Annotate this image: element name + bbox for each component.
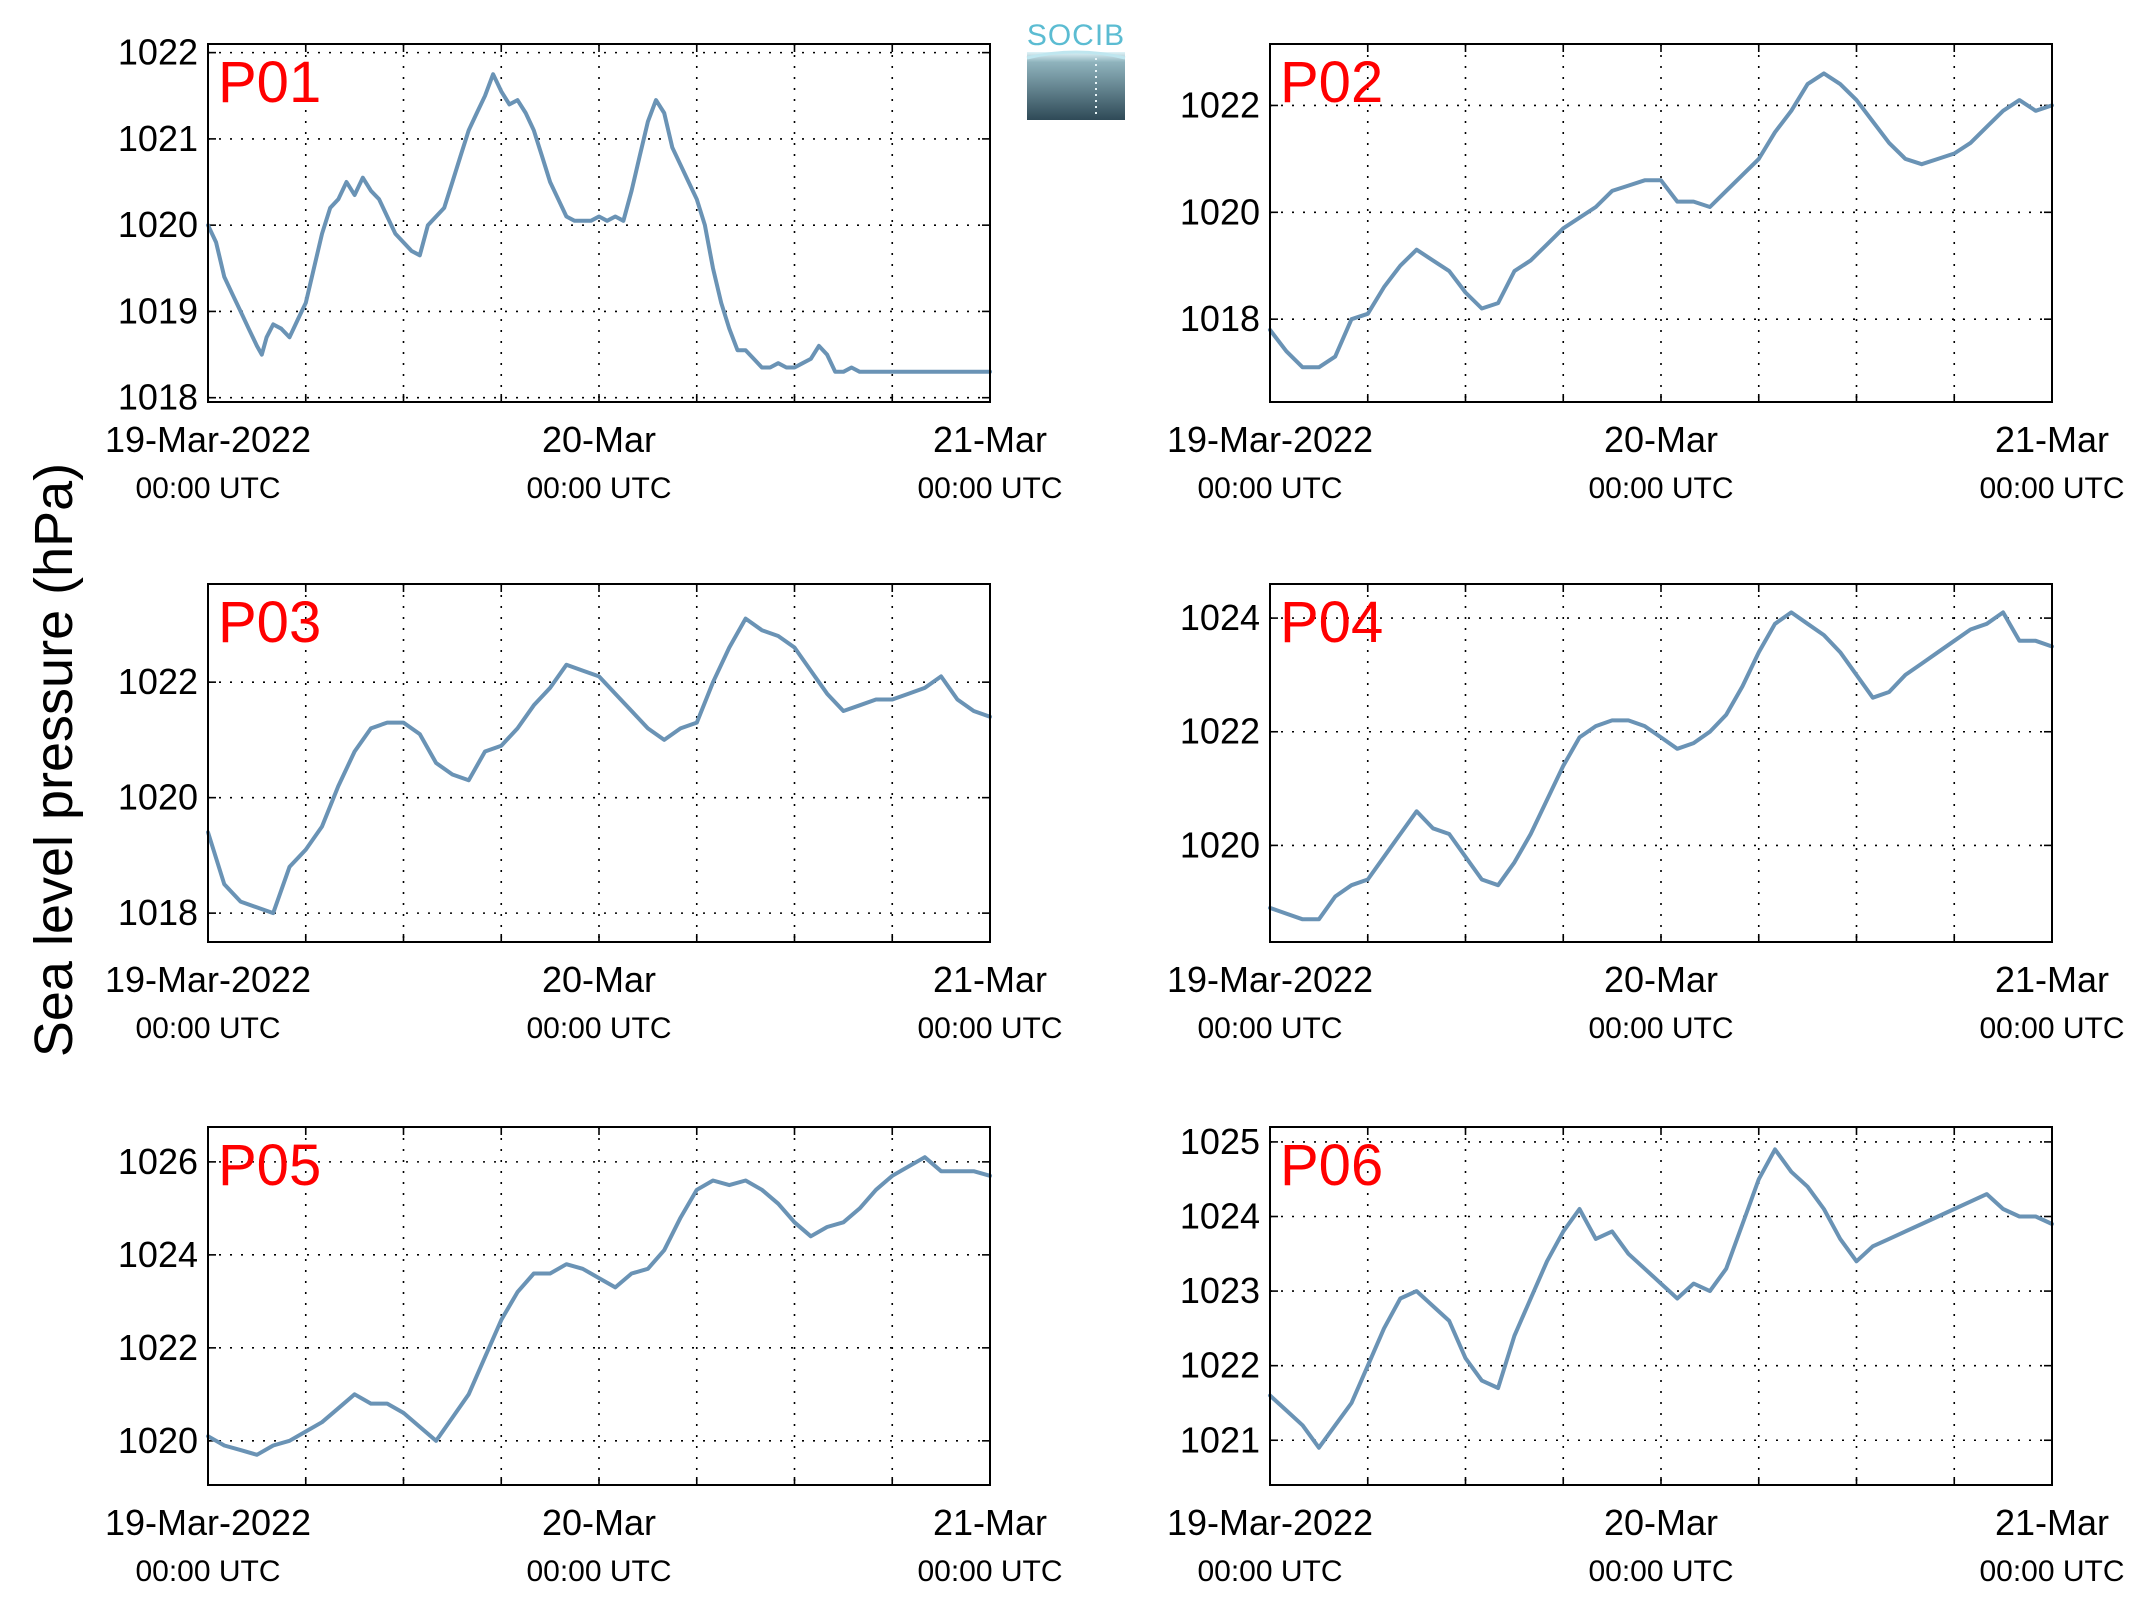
x-tick-date-label: 19-Mar-2022: [1167, 1502, 1373, 1543]
x-tick-date-label: 20-Mar: [542, 1502, 656, 1543]
x-tick-time-label: 00:00 UTC: [526, 472, 671, 505]
y-tick-label: 1022: [118, 661, 198, 702]
x-tick-date-label: 20-Mar: [542, 419, 656, 460]
y-tick-label: 1019: [118, 290, 198, 331]
x-tick-time-label: 00:00 UTC: [1197, 1555, 1342, 1588]
panel-p02: 1018 1020 1022 19-Mar-2022 00:00 UTC 20-Mar 00…: [1167, 43, 2125, 505]
plot-area: [208, 1127, 990, 1485]
x-tick-time-label: 00:00 UTC: [135, 1012, 280, 1045]
plot-area: [1270, 44, 2052, 402]
series-line-p01: [206, 72, 992, 374]
x-tick-date-label: 21-Mar: [1995, 419, 2109, 460]
y-tick-label: 1022: [118, 1327, 198, 1368]
y-tick-label: 1018: [1180, 298, 1260, 339]
x-tick-time-label: 00:00 UTC: [1979, 1012, 2124, 1045]
y-tick-label: 1025: [1180, 1121, 1260, 1162]
x-tick-time-label: 00:00 UTC: [135, 472, 280, 505]
axes-frame: [207, 1126, 991, 1486]
plot-area: [1270, 584, 2052, 942]
y-tick-label: 1020: [118, 1420, 198, 1461]
axes-frame: [207, 43, 991, 403]
panel-p04: 1020 1022 1024 19-Mar-2022 00:00 UTC 20-Mar 00…: [1167, 583, 2125, 1045]
y-tick-label: 1024: [118, 1234, 198, 1275]
x-tick-date-label: 20-Mar: [1604, 959, 1718, 1000]
y-tick-label: 1022: [1180, 1345, 1260, 1386]
y-tick-label: 1023: [1180, 1270, 1260, 1311]
y-tick-label: 1020: [1180, 191, 1260, 232]
y-tick-label: 1022: [1180, 84, 1260, 125]
x-tick-time-label: 00:00 UTC: [1588, 1012, 1733, 1045]
x-tick-date-label: 21-Mar: [933, 419, 1047, 460]
station-label: P05: [218, 1133, 321, 1198]
station-label: P03: [218, 590, 321, 655]
y-tick-label: 1020: [1180, 824, 1260, 865]
y-tick-label: 1021: [1180, 1419, 1260, 1460]
x-tick-date-label: 19-Mar-2022: [1167, 959, 1373, 1000]
x-tick-time-label: 00:00 UTC: [1979, 1555, 2124, 1588]
y-tick-label: 1020: [118, 204, 198, 245]
y-axis-label: Sea level pressure (hPa): [24, 463, 84, 1057]
x-tick-date-label: 20-Mar: [1604, 1502, 1718, 1543]
y-tick-label: 1026: [118, 1141, 198, 1182]
x-tick-time-label: 00:00 UTC: [526, 1555, 671, 1588]
x-tick-time-label: 00:00 UTC: [1979, 472, 2124, 505]
panel-p01: 1018 1019 1020 1021 1022 19-Mar-2022 00:00 UTC…: [105, 32, 1063, 505]
x-tick-time-label: 00:00 UTC: [1588, 1555, 1733, 1588]
axes-frame: [1269, 1126, 2053, 1486]
series-line-p05: [206, 1155, 992, 1457]
socib-logo-wave: [1026, 50, 1126, 60]
socib-logo: SOCIB: [1026, 19, 1126, 120]
x-tick-time-label: 00:00 UTC: [135, 1555, 280, 1588]
x-tick-date-label: 20-Mar: [542, 959, 656, 1000]
y-tick-label: 1020: [118, 777, 198, 818]
series-line-p04: [1268, 610, 2054, 922]
x-tick-date-label: 21-Mar: [1995, 1502, 2109, 1543]
y-tick-label: 1022: [1180, 711, 1260, 752]
axes-frame: [207, 583, 991, 943]
y-tick-label: 1024: [1180, 597, 1260, 638]
axes-frame: [1269, 43, 2053, 403]
station-label: P04: [1280, 590, 1383, 655]
panel-p03: 1018 1020 1022 19-Mar-2022 00:00 UTC 20-Mar 00…: [105, 583, 1063, 1045]
plot-area: [1270, 1127, 2052, 1485]
socib-logo-text: SOCIB: [1027, 19, 1125, 52]
y-tick-label: 1018: [118, 892, 198, 933]
x-tick-date-label: 21-Mar: [933, 1502, 1047, 1543]
x-tick-time-label: 00:00 UTC: [1197, 472, 1342, 505]
x-tick-time-label: 00:00 UTC: [917, 472, 1062, 505]
x-tick-date-label: 21-Mar: [933, 959, 1047, 1000]
x-tick-date-label: 21-Mar: [1995, 959, 2109, 1000]
series-line-p02: [1268, 71, 2054, 370]
panel-p05: 1020 1022 1024 1026 19-Mar-2022 00:00 UTC 20-M…: [105, 1126, 1063, 1588]
x-tick-date-label: 19-Mar-2022: [105, 959, 311, 1000]
series-line-p03: [206, 616, 992, 916]
x-tick-time-label: 00:00 UTC: [917, 1555, 1062, 1588]
x-tick-date-label: 19-Mar-2022: [105, 1502, 311, 1543]
x-tick-date-label: 19-Mar-2022: [105, 419, 311, 460]
x-tick-time-label: 00:00 UTC: [526, 1012, 671, 1045]
panel-p06: 1021 1022 1023 1024 1025 19-Mar-2022 00:00 UTC…: [1167, 1121, 2125, 1588]
x-tick-date-label: 19-Mar-2022: [1167, 419, 1373, 460]
axes-frame: [1269, 583, 2053, 943]
x-tick-time-label: 00:00 UTC: [1588, 472, 1733, 505]
station-label: P02: [1280, 50, 1383, 115]
plot-area: [208, 584, 990, 942]
station-label: P06: [1280, 1133, 1383, 1198]
y-tick-label: 1024: [1180, 1196, 1260, 1237]
panels: 1018 1019 1020 1021 1022 19-Mar-2022 00:00 UTC…: [105, 32, 2125, 1588]
y-tick-label: 1022: [118, 32, 198, 73]
series-line-p06: [1268, 1147, 2054, 1450]
x-tick-time-label: 00:00 UTC: [917, 1012, 1062, 1045]
x-tick-time-label: 00:00 UTC: [1197, 1012, 1342, 1045]
socib-logo-block: [1027, 52, 1125, 120]
y-tick-label: 1018: [118, 377, 198, 418]
y-tick-label: 1021: [118, 118, 198, 159]
x-tick-date-label: 20-Mar: [1604, 419, 1718, 460]
station-label: P01: [218, 50, 321, 115]
